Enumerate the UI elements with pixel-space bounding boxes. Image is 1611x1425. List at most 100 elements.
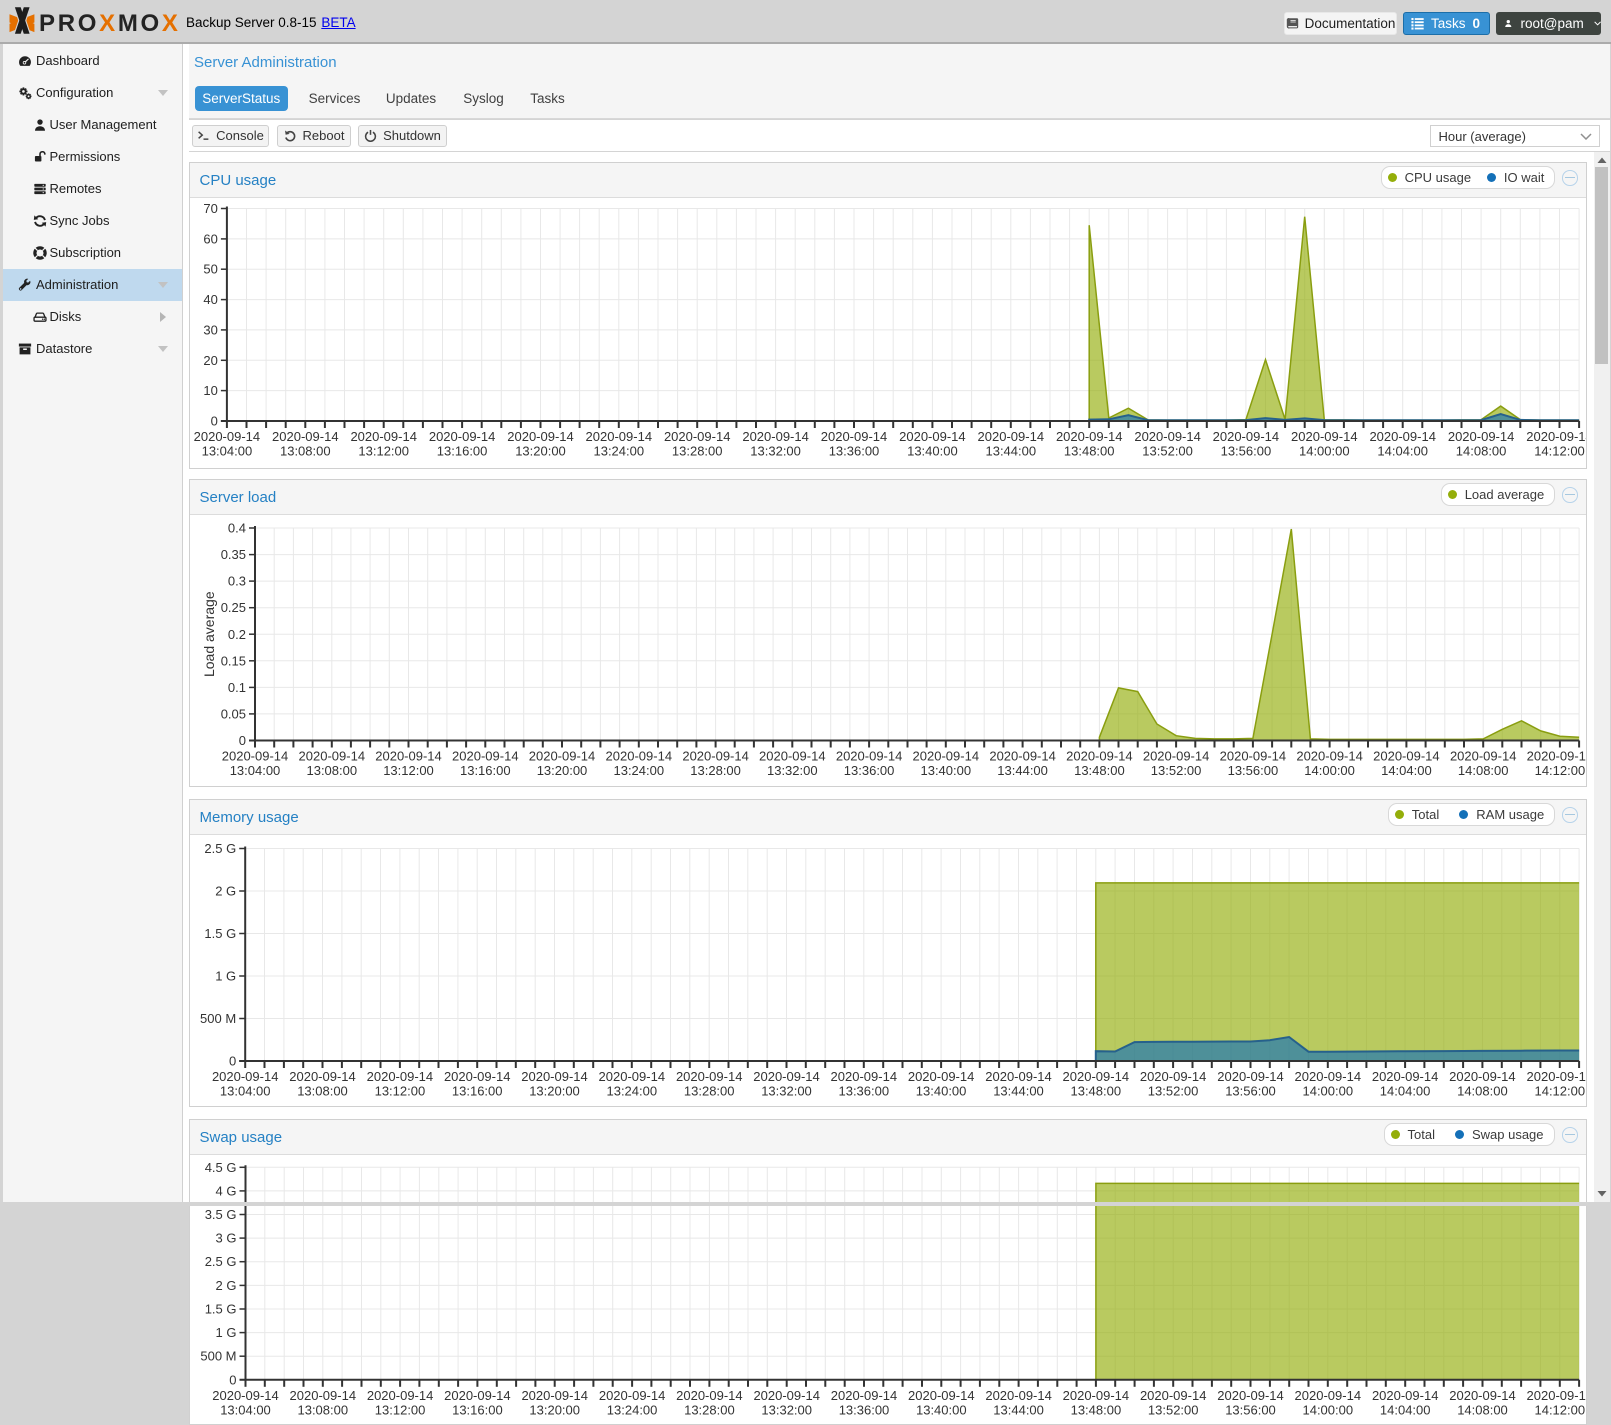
svg-text:14:08:00: 14:08:00: [1457, 1402, 1508, 1417]
svg-text:13:40:00: 13:40:00: [907, 444, 958, 459]
svg-text:2020-09-14: 2020-09-14: [1066, 749, 1133, 764]
svg-text:2020-09-14: 2020-09-14: [211, 1069, 278, 1084]
svg-text:0.4: 0.4: [227, 521, 245, 536]
svg-text:2020-09-14: 2020-09-14: [977, 429, 1044, 444]
svg-text:13:44:00: 13:44:00: [993, 1402, 1044, 1417]
svg-text:2020-09-14: 2020-09-14: [1526, 749, 1586, 764]
svg-text:2.5 G: 2.5 G: [204, 1254, 236, 1269]
svg-text:0.3: 0.3: [227, 574, 245, 589]
svg-text:13:32:00: 13:32:00: [750, 444, 801, 459]
svg-text:13:16:00: 13:16:00: [459, 763, 510, 778]
svg-text:2020-09-14: 2020-09-14: [1296, 749, 1363, 764]
svg-text:2020-09-14: 2020-09-14: [682, 749, 749, 764]
svg-text:13:12:00: 13:12:00: [374, 1402, 425, 1417]
svg-text:2020-09-14: 2020-09-14: [350, 429, 417, 444]
svg-text:13:04:00: 13:04:00: [229, 763, 280, 778]
svg-text:2020-09-14: 2020-09-14: [1062, 1069, 1129, 1084]
svg-text:2020-09-14: 2020-09-14: [1055, 429, 1122, 444]
svg-text:4 G: 4 G: [215, 1183, 236, 1198]
svg-text:13:20:00: 13:20:00: [536, 763, 587, 778]
svg-text:13:48:00: 13:48:00: [1074, 763, 1125, 778]
svg-text:13:44:00: 13:44:00: [985, 444, 1036, 459]
svg-text:2 G: 2 G: [215, 1278, 236, 1293]
svg-text:14:00:00: 14:00:00: [1298, 444, 1349, 459]
svg-text:2020-09-14: 2020-09-14: [675, 1069, 742, 1084]
svg-text:2020-09-14: 2020-09-14: [366, 1069, 433, 1084]
svg-text:14:04:00: 14:04:00: [1381, 763, 1432, 778]
svg-text:14:12:00: 14:12:00: [1534, 444, 1585, 459]
svg-text:13:56:00: 13:56:00: [1225, 1084, 1276, 1099]
svg-text:0: 0: [228, 1054, 235, 1069]
svg-text:2020-09-14: 2020-09-14: [528, 749, 595, 764]
svg-text:13:56:00: 13:56:00: [1220, 444, 1271, 459]
svg-text:2020-09-14: 2020-09-14: [1526, 1069, 1586, 1084]
svg-text:2020-09-14: 2020-09-14: [452, 749, 519, 764]
svg-text:2020-09-14: 2020-09-14: [212, 1388, 279, 1403]
svg-text:13:24:00: 13:24:00: [593, 444, 644, 459]
svg-text:2020-09-14: 2020-09-14: [1139, 1388, 1206, 1403]
svg-text:3.5 G: 3.5 G: [204, 1207, 236, 1222]
svg-text:0.05: 0.05: [220, 706, 245, 721]
svg-text:14:08:00: 14:08:00: [1457, 1084, 1508, 1099]
svg-text:2020-09-14: 2020-09-14: [1219, 749, 1286, 764]
svg-text:2020-09-14: 2020-09-14: [676, 1388, 743, 1403]
svg-text:0.35: 0.35: [220, 547, 245, 562]
svg-text:2020-09-14: 2020-09-14: [759, 749, 826, 764]
svg-text:14:04:00: 14:04:00: [1377, 444, 1428, 459]
svg-text:13:36:00: 13:36:00: [838, 1402, 889, 1417]
svg-text:2020-09-14: 2020-09-14: [193, 429, 260, 444]
svg-text:0.2: 0.2: [227, 627, 245, 642]
svg-text:13:44:00: 13:44:00: [993, 1084, 1044, 1099]
svg-text:14:00:00: 14:00:00: [1302, 1402, 1353, 1417]
svg-text:2020-09-14: 2020-09-14: [830, 1388, 897, 1403]
svg-text:2020-09-14: 2020-09-14: [985, 1388, 1052, 1403]
svg-text:0.1: 0.1: [227, 680, 245, 695]
svg-text:13:20:00: 13:20:00: [515, 444, 566, 459]
svg-text:14:04:00: 14:04:00: [1379, 1084, 1430, 1099]
svg-text:2020-09-14: 2020-09-14: [605, 749, 672, 764]
svg-text:13:52:00: 13:52:00: [1142, 444, 1193, 459]
svg-text:2020-09-14: 2020-09-14: [985, 1069, 1052, 1084]
svg-text:3 G: 3 G: [215, 1231, 236, 1246]
svg-text:14:12:00: 14:12:00: [1534, 1084, 1585, 1099]
svg-text:13:48:00: 13:48:00: [1070, 1084, 1121, 1099]
svg-text:13:16:00: 13:16:00: [436, 444, 487, 459]
svg-text:13:12:00: 13:12:00: [358, 444, 409, 459]
svg-text:2020-09-14: 2020-09-14: [908, 1388, 975, 1403]
svg-text:2020-09-14: 2020-09-14: [1369, 429, 1436, 444]
svg-text:2020-09-14: 2020-09-14: [1134, 429, 1201, 444]
svg-text:13:16:00: 13:16:00: [451, 1084, 502, 1099]
svg-text:4.5 G: 4.5 G: [204, 1160, 236, 1175]
svg-text:0.25: 0.25: [220, 600, 245, 615]
svg-text:13:52:00: 13:52:00: [1150, 763, 1201, 778]
svg-text:13:52:00: 13:52:00: [1147, 1084, 1198, 1099]
svg-text:13:16:00: 13:16:00: [452, 1402, 503, 1417]
svg-text:2020-09-14: 2020-09-14: [1371, 1388, 1438, 1403]
svg-text:13:08:00: 13:08:00: [306, 763, 357, 778]
svg-text:1 G: 1 G: [215, 969, 236, 984]
svg-text:2020-09-14: 2020-09-14: [1217, 1069, 1284, 1084]
svg-text:13:40:00: 13:40:00: [915, 1402, 966, 1417]
svg-text:14:00:00: 14:00:00: [1304, 763, 1355, 778]
svg-text:13:36:00: 13:36:00: [843, 763, 894, 778]
svg-text:13:36:00: 13:36:00: [838, 1084, 889, 1099]
svg-text:2020-09-14: 2020-09-14: [598, 1069, 665, 1084]
svg-text:13:32:00: 13:32:00: [766, 763, 817, 778]
svg-text:2020-09-14: 2020-09-14: [1526, 429, 1587, 444]
svg-text:2020-09-14: 2020-09-14: [289, 1388, 356, 1403]
svg-text:13:32:00: 13:32:00: [761, 1084, 812, 1099]
svg-text:13:12:00: 13:12:00: [383, 763, 434, 778]
svg-text:13:24:00: 13:24:00: [606, 1402, 657, 1417]
svg-text:14:00:00: 14:00:00: [1302, 1084, 1353, 1099]
svg-text:0: 0: [238, 733, 245, 748]
svg-text:13:32:00: 13:32:00: [761, 1402, 812, 1417]
svg-text:13:40:00: 13:40:00: [915, 1084, 966, 1099]
svg-text:13:24:00: 13:24:00: [606, 1084, 657, 1099]
svg-text:13:48:00: 13:48:00: [1070, 1402, 1121, 1417]
svg-text:2020-09-14: 2020-09-14: [428, 429, 495, 444]
svg-text:2020-09-14: 2020-09-14: [989, 749, 1056, 764]
svg-text:13:52:00: 13:52:00: [1147, 1402, 1198, 1417]
svg-text:40: 40: [203, 292, 217, 307]
svg-text:2020-09-14: 2020-09-14: [1373, 749, 1440, 764]
svg-text:2.5 G: 2.5 G: [204, 841, 236, 856]
